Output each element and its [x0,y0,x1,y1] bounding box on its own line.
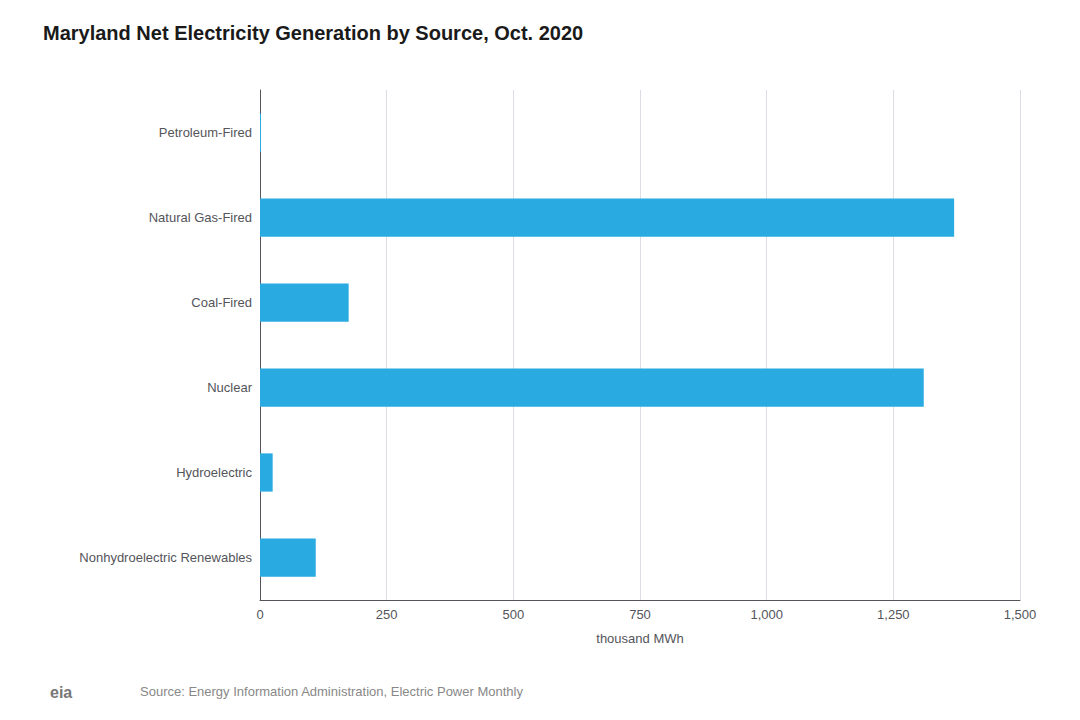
svg-text:Maryland Net Electricity Gener: Maryland Net Electricity Generation by S… [43,22,583,44]
svg-text:0: 0 [256,607,263,622]
svg-text:Coal-Fired: Coal-Fired [191,295,252,310]
svg-text:Nuclear: Nuclear [207,380,252,395]
svg-text:250: 250 [376,607,398,622]
svg-text:1,250: 1,250 [877,607,910,622]
svg-text:1,500: 1,500 [1004,607,1037,622]
svg-text:Hydroelectric: Hydroelectric [176,465,252,480]
svg-text:eia: eia [50,684,72,701]
svg-text:thousand MWh: thousand MWh [596,631,683,646]
svg-text:Petroleum-Fired: Petroleum-Fired [159,125,252,140]
svg-text:1,000: 1,000 [750,607,783,622]
svg-text:Natural Gas-Fired: Natural Gas-Fired [149,210,252,225]
svg-text:750: 750 [629,607,651,622]
svg-text:Nonhydroelectric Renewables: Nonhydroelectric Renewables [79,550,252,565]
svg-text:Source: Energy Information Adm: Source: Energy Information Administratio… [140,684,523,699]
svg-text:500: 500 [502,607,524,622]
